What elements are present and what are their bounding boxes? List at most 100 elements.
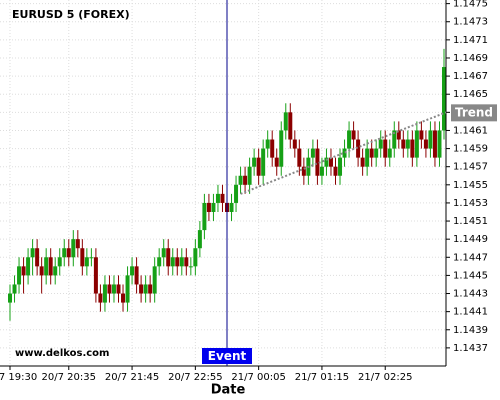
candle-body: [437, 130, 442, 158]
candle-body: [121, 293, 126, 303]
candle-body: [184, 257, 189, 267]
candle-body: [392, 130, 397, 149]
y-tick-label: 1.1439: [453, 325, 488, 336]
candle-body: [30, 248, 35, 258]
candle-body: [220, 193, 225, 203]
trend-box: [451, 104, 497, 122]
y-tick-label: 1.1457: [453, 162, 488, 173]
y-tick-label: 1.1441: [453, 307, 488, 318]
event-label: Event: [208, 349, 247, 363]
y-tick-label: 1.1445: [453, 270, 488, 281]
x-tick-label: 20/7 21:45: [105, 372, 159, 383]
event-box: [202, 348, 252, 364]
x-tick-label: 21/7 02:25: [358, 372, 412, 383]
candle-body: [234, 184, 239, 203]
candle-body: [324, 157, 329, 167]
candle-body: [369, 148, 374, 158]
candle-body: [387, 148, 392, 158]
y-tick-label: 1.1469: [453, 53, 488, 64]
candle-body: [428, 130, 433, 149]
candle-body: [247, 166, 252, 185]
candle-body: [229, 202, 234, 212]
candle-body: [53, 266, 58, 276]
candle-body: [175, 257, 180, 267]
y-tick-label: 1.1473: [453, 17, 488, 28]
y-tick-label: 1.1471: [453, 35, 488, 46]
y-tick-label: 1.1461: [453, 125, 488, 136]
candle-body: [21, 266, 26, 276]
candle-body: [166, 248, 171, 267]
candle-body: [297, 148, 302, 167]
candle-body: [252, 157, 257, 167]
candle-body: [125, 275, 130, 303]
candle-body: [8, 293, 12, 303]
candle-body: [130, 266, 135, 276]
candle-body: [328, 157, 333, 167]
candle-body: [111, 284, 116, 294]
x-axis-title: Date: [211, 383, 246, 398]
candle-body: [44, 257, 49, 276]
candle-body: [62, 248, 67, 258]
candle-body: [134, 266, 139, 285]
y-tick-label: 1.1437: [453, 343, 488, 354]
candle-body: [338, 157, 343, 176]
candle-body: [152, 266, 157, 294]
x-tick-label: 20/7 20:35: [42, 372, 96, 383]
candle-body: [243, 175, 248, 185]
candle-body: [238, 175, 243, 185]
candle-body: [351, 130, 356, 140]
candle-body: [93, 257, 98, 294]
candle-body: [143, 284, 148, 294]
watermark: www.delkos.com: [15, 348, 109, 359]
candle-body: [71, 239, 76, 258]
candle-body: [283, 112, 288, 131]
y-tick-label: 1.1443: [453, 289, 488, 300]
y-tick-label: 1.1451: [453, 216, 488, 227]
candle-body: [396, 130, 401, 140]
candle-body: [80, 248, 85, 267]
candle-body: [188, 266, 193, 268]
candle-body: [360, 157, 365, 167]
plot-area: [0, 0, 446, 366]
candle-body: [442, 67, 446, 131]
trend-label: Trend: [455, 105, 493, 119]
chart-title: EURUSD 5 (FOREX): [12, 8, 130, 21]
candle-body: [342, 148, 347, 158]
candle-body: [161, 248, 166, 258]
candle-body: [206, 202, 211, 212]
x-tick-label: 20/7 19:30: [0, 372, 37, 383]
candle-body: [66, 248, 71, 258]
candle-body: [347, 130, 352, 149]
y-tick-label: 1.1475: [453, 0, 488, 10]
candle-body: [261, 148, 266, 176]
candle-body: [102, 284, 107, 303]
candle-body: [401, 139, 406, 149]
candle-body: [256, 157, 261, 176]
candle-body: [170, 257, 175, 267]
candle-body: [419, 130, 424, 140]
candle-body: [89, 257, 94, 259]
candle-body: [39, 266, 44, 276]
candle-body: [292, 139, 297, 149]
candle-body: [179, 257, 184, 267]
candle-body: [197, 230, 202, 249]
candle-body: [310, 148, 315, 158]
candle-body: [301, 166, 306, 176]
candle-body: [157, 257, 162, 267]
y-tick-label: 1.1455: [453, 180, 488, 191]
y-tick-label: 1.1453: [453, 198, 488, 209]
candle-body: [211, 202, 216, 212]
candle-body: [116, 284, 121, 294]
candle-body: [98, 293, 103, 303]
candle-body: [319, 166, 324, 176]
candle-body: [17, 266, 22, 285]
candles: [8, 48, 446, 321]
trend-line: [240, 111, 447, 195]
candle-body: [333, 166, 338, 176]
candle-body: [12, 284, 17, 294]
candle-body: [48, 257, 53, 276]
candle-body: [57, 257, 62, 267]
candle-body: [405, 139, 410, 149]
candle-body: [35, 248, 40, 267]
